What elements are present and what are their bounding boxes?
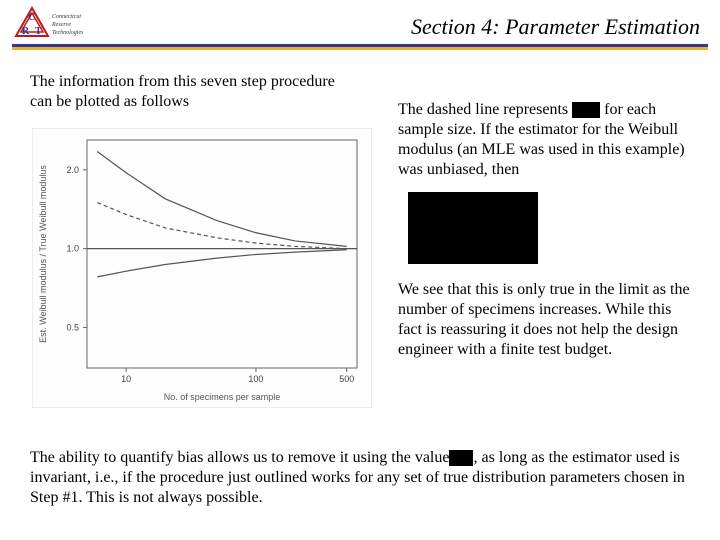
- svg-text:Technologies: Technologies: [52, 30, 84, 36]
- svg-text:2.0: 2.0: [66, 165, 79, 175]
- svg-text:100: 100: [248, 374, 263, 384]
- svg-text:No. of specimens per sample: No. of specimens per sample: [164, 392, 281, 402]
- header: C R T Connecticut Reserve Technologies S…: [0, 0, 720, 58]
- logo-triangle-icon: C R T: [16, 8, 48, 37]
- svg-text:Connecticut: Connecticut: [52, 14, 81, 20]
- svg-text:Reserve: Reserve: [51, 22, 71, 28]
- section-title: Section 4: Parameter Estimation: [411, 14, 700, 40]
- bottom-paragraph: The ability to quantify bias allows us t…: [30, 448, 690, 508]
- svg-text:10: 10: [121, 374, 131, 384]
- bottom-a: The ability to quantify bias allows us t…: [30, 449, 449, 466]
- svg-text:1.0: 1.0: [66, 244, 79, 254]
- svg-text:500: 500: [339, 374, 354, 384]
- redaction-icon: [572, 102, 600, 118]
- right-paragraph-2: We see that this is only true in the lim…: [398, 280, 698, 360]
- right-paragraph-1: The dashed line represents for each samp…: [398, 100, 698, 180]
- svg-text:0.5: 0.5: [66, 322, 79, 332]
- redaction-block: [408, 192, 538, 264]
- svg-text:T: T: [35, 26, 42, 37]
- right-column: The dashed line represents for each samp…: [398, 100, 698, 366]
- svg-text:Est. Weibull modulus / True We: Est. Weibull modulus / True Weibull modu…: [38, 165, 48, 343]
- bias-chart: 0.5 1.0 2.0 10 100 500 No. of specimens per sa…: [32, 128, 372, 408]
- svg-text:C: C: [28, 12, 35, 23]
- intro-text: The information from this seven step pro…: [30, 72, 350, 112]
- svg-text:R: R: [22, 26, 30, 37]
- header-rule-gold: [12, 47, 708, 50]
- redaction-icon: [449, 450, 473, 466]
- right-p1-a: The dashed line represents: [398, 101, 572, 118]
